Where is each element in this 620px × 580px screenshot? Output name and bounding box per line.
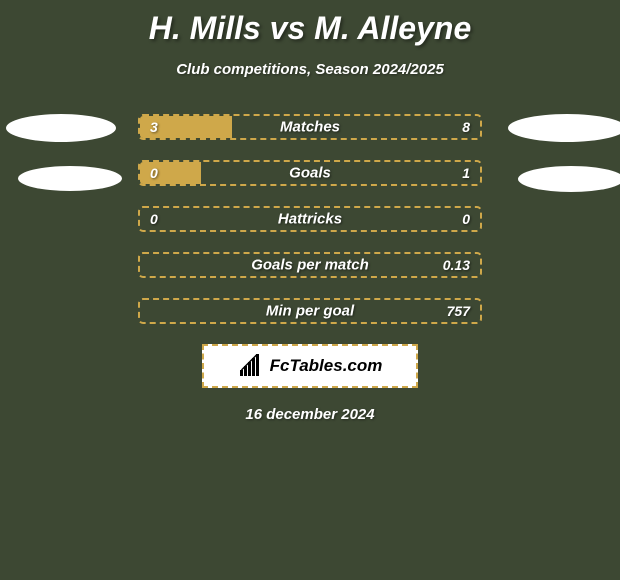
- comparison-title: H. Mills vs M. Alleyne: [0, 0, 620, 47]
- stat-value-right: 1: [462, 165, 470, 181]
- stat-row: 0Goals1: [138, 160, 482, 186]
- comparison-subtitle: Club competitions, Season 2024/2025: [0, 61, 620, 78]
- stat-value-right: 0.13: [443, 257, 470, 273]
- stat-row: 0Hattricks0: [138, 206, 482, 232]
- stat-label: Min per goal: [140, 303, 480, 320]
- stat-row: 3Matches8: [138, 114, 482, 140]
- brand-badge: FcTables.com: [202, 344, 418, 388]
- stat-value-right: 0: [462, 211, 470, 227]
- player-left-logo-2: [18, 166, 122, 191]
- stat-label: Goals per match: [140, 257, 480, 274]
- stat-value-left: 0: [150, 165, 158, 181]
- stat-row: Goals per match0.13: [138, 252, 482, 278]
- stat-label: Hattricks: [140, 211, 480, 228]
- stat-row: Min per goal757: [138, 298, 482, 324]
- stats-container: 3Matches80Goals10Hattricks0Goals per mat…: [0, 114, 620, 324]
- stat-bars-list: 3Matches80Goals10Hattricks0Goals per mat…: [138, 114, 482, 324]
- brand-label: FcTables.com: [270, 356, 383, 376]
- stat-value-left: 0: [150, 211, 158, 227]
- player-right-logo-2: [518, 166, 620, 192]
- stat-value-right: 8: [462, 119, 470, 135]
- player-left-logo-1: [6, 114, 116, 142]
- player-right-logo-1: [508, 114, 620, 142]
- stat-value-left: 3: [150, 119, 158, 135]
- stat-value-right: 757: [447, 303, 470, 319]
- bar-chart-icon: [238, 354, 266, 378]
- snapshot-date: 16 december 2024: [0, 406, 620, 423]
